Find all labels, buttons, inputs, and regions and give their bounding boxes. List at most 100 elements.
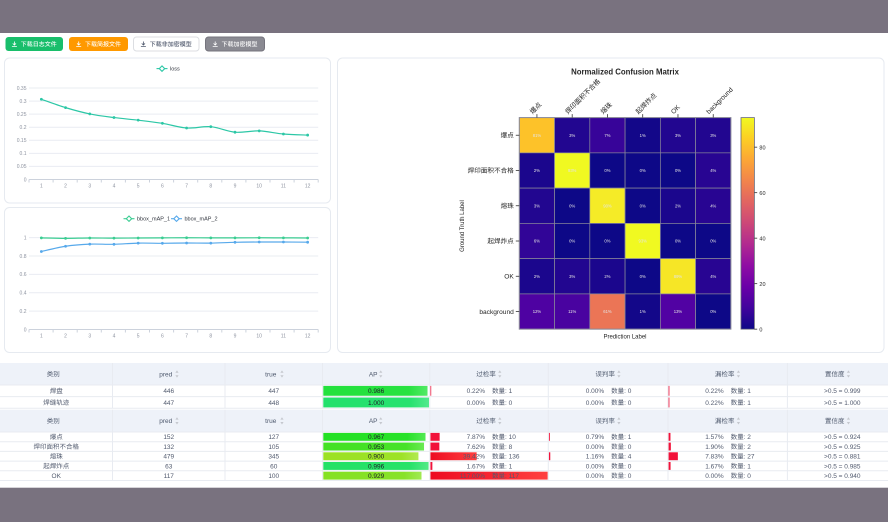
svg-text:0.00%: 0.00% (705, 473, 724, 480)
svg-text:3%: 3% (710, 133, 716, 138)
svg-text:105: 105 (268, 444, 279, 451)
svg-text:0.22%: 0.22% (467, 388, 486, 395)
svg-text:0%: 0% (640, 274, 646, 279)
svg-text:20: 20 (759, 282, 765, 288)
svg-text:90%: 90% (603, 203, 612, 208)
svg-text:5: 5 (137, 184, 140, 190)
svg-text:13%: 13% (674, 309, 683, 314)
svg-text:4: 4 (113, 184, 116, 190)
svg-text:0: 0 (24, 327, 27, 333)
svg-text:0.00%: 0.00% (586, 388, 605, 395)
svg-text:2%: 2% (534, 168, 540, 173)
svg-text:1.000: 1.000 (368, 400, 385, 407)
svg-text:0.25: 0.25 (17, 112, 27, 118)
svg-text:7%: 7% (604, 133, 610, 138)
svg-text:7: 7 (185, 334, 188, 340)
svg-text:: 27: : 27 (744, 454, 755, 461)
svg-text:: 1: : 1 (624, 434, 632, 441)
svg-text:0.05: 0.05 (17, 164, 27, 170)
svg-text:3%: 3% (569, 274, 575, 279)
svg-text:bbox_mAP_1: bbox_mAP_1 (137, 217, 170, 223)
svg-text:0.929: 0.929 (368, 473, 385, 480)
svg-text:: 0: : 0 (624, 400, 632, 407)
svg-text:7: 7 (185, 184, 188, 190)
svg-text:127: 127 (268, 434, 279, 441)
svg-text:1.90%: 1.90% (705, 444, 724, 451)
svg-text:0.986: 0.986 (368, 388, 385, 395)
svg-text:60: 60 (270, 463, 278, 470)
svg-text:1: 1 (40, 334, 43, 340)
svg-text:AP: AP (369, 371, 378, 378)
svg-text:: 10: : 10 (505, 434, 516, 441)
svg-text:0.22%: 0.22% (705, 388, 724, 395)
svg-text:6%: 6% (534, 239, 540, 244)
svg-text:0%: 0% (569, 239, 575, 244)
svg-text:: 1: : 1 (744, 463, 752, 470)
svg-text:0.00%: 0.00% (586, 463, 605, 470)
svg-text:93%: 93% (568, 168, 577, 173)
svg-text:1%: 1% (640, 309, 646, 314)
svg-text:1.67%: 1.67% (467, 463, 486, 470)
svg-text:4%: 4% (710, 168, 716, 173)
svg-text:>0.5 = 1.000: >0.5 = 1.000 (824, 400, 861, 407)
svg-text:0.967: 0.967 (368, 434, 385, 441)
svg-text:7.62%: 7.62% (467, 444, 486, 451)
svg-text:: 0: : 0 (505, 400, 513, 407)
svg-text:0%: 0% (675, 168, 681, 173)
svg-text:0.00%: 0.00% (586, 444, 605, 451)
svg-text:81%: 81% (533, 133, 542, 138)
svg-text:0.3: 0.3 (20, 99, 27, 105)
svg-text:7.83%: 7.83% (705, 454, 724, 461)
svg-text:10: 10 (256, 184, 262, 190)
svg-text:7.87%: 7.87% (467, 434, 486, 441)
svg-text:447: 447 (163, 400, 174, 407)
svg-text:1.67%: 1.67% (705, 463, 724, 470)
svg-text:11%: 11% (568, 309, 576, 314)
svg-text:0%: 0% (604, 168, 610, 173)
svg-text:132: 132 (163, 444, 174, 451)
svg-text:89%: 89% (674, 274, 683, 279)
svg-text:0%: 0% (710, 309, 716, 314)
svg-text:: 1: : 1 (744, 388, 752, 395)
svg-text:2: 2 (64, 184, 67, 190)
svg-text:63: 63 (165, 463, 173, 470)
svg-text:8: 8 (209, 334, 212, 340)
svg-text:0%: 0% (640, 203, 646, 208)
svg-text:12%: 12% (533, 309, 542, 314)
svg-text:true: true (265, 418, 277, 425)
svg-text:: 1: : 1 (744, 400, 752, 407)
svg-text:>0.5 = 0.999: >0.5 = 0.999 (824, 388, 861, 395)
svg-text:0: 0 (24, 177, 27, 183)
svg-text:3%: 3% (675, 133, 681, 138)
svg-text:>0.5 = 0.940: >0.5 = 0.940 (824, 473, 861, 480)
svg-text:OK: OK (52, 473, 62, 480)
svg-text:446: 446 (163, 388, 174, 395)
svg-text:3%: 3% (569, 133, 575, 138)
svg-text:Ground Truth Label: Ground Truth Label (460, 200, 466, 252)
svg-text:2%: 2% (675, 203, 681, 208)
svg-text:0.00%: 0.00% (586, 400, 605, 407)
svg-text:: 0: : 0 (624, 473, 632, 480)
svg-text:0: 0 (759, 327, 762, 333)
svg-text:0.00%: 0.00% (467, 400, 486, 407)
svg-text:117: 117 (164, 473, 175, 480)
svg-text:9: 9 (234, 184, 237, 190)
svg-text:4%: 4% (710, 203, 716, 208)
svg-text:12: 12 (305, 334, 311, 340)
svg-text:: 0: : 0 (624, 463, 632, 470)
svg-text:60: 60 (759, 191, 765, 197)
svg-text:: 1: : 1 (505, 388, 513, 395)
svg-text:6: 6 (161, 184, 164, 190)
svg-text:background: background (479, 309, 514, 316)
svg-text:152: 152 (163, 434, 174, 441)
svg-text:1: 1 (40, 184, 43, 190)
svg-text:pred: pred (159, 418, 172, 425)
svg-text:1.57%: 1.57% (705, 434, 724, 441)
svg-text:1%: 1% (640, 133, 646, 138)
svg-text:: 0: : 0 (624, 388, 632, 395)
svg-text:: 2: : 2 (744, 444, 752, 451)
svg-text:true: true (265, 371, 277, 378)
svg-text:0.900: 0.900 (368, 454, 385, 461)
svg-text:80: 80 (759, 145, 765, 151)
svg-text:3%: 3% (534, 203, 540, 208)
